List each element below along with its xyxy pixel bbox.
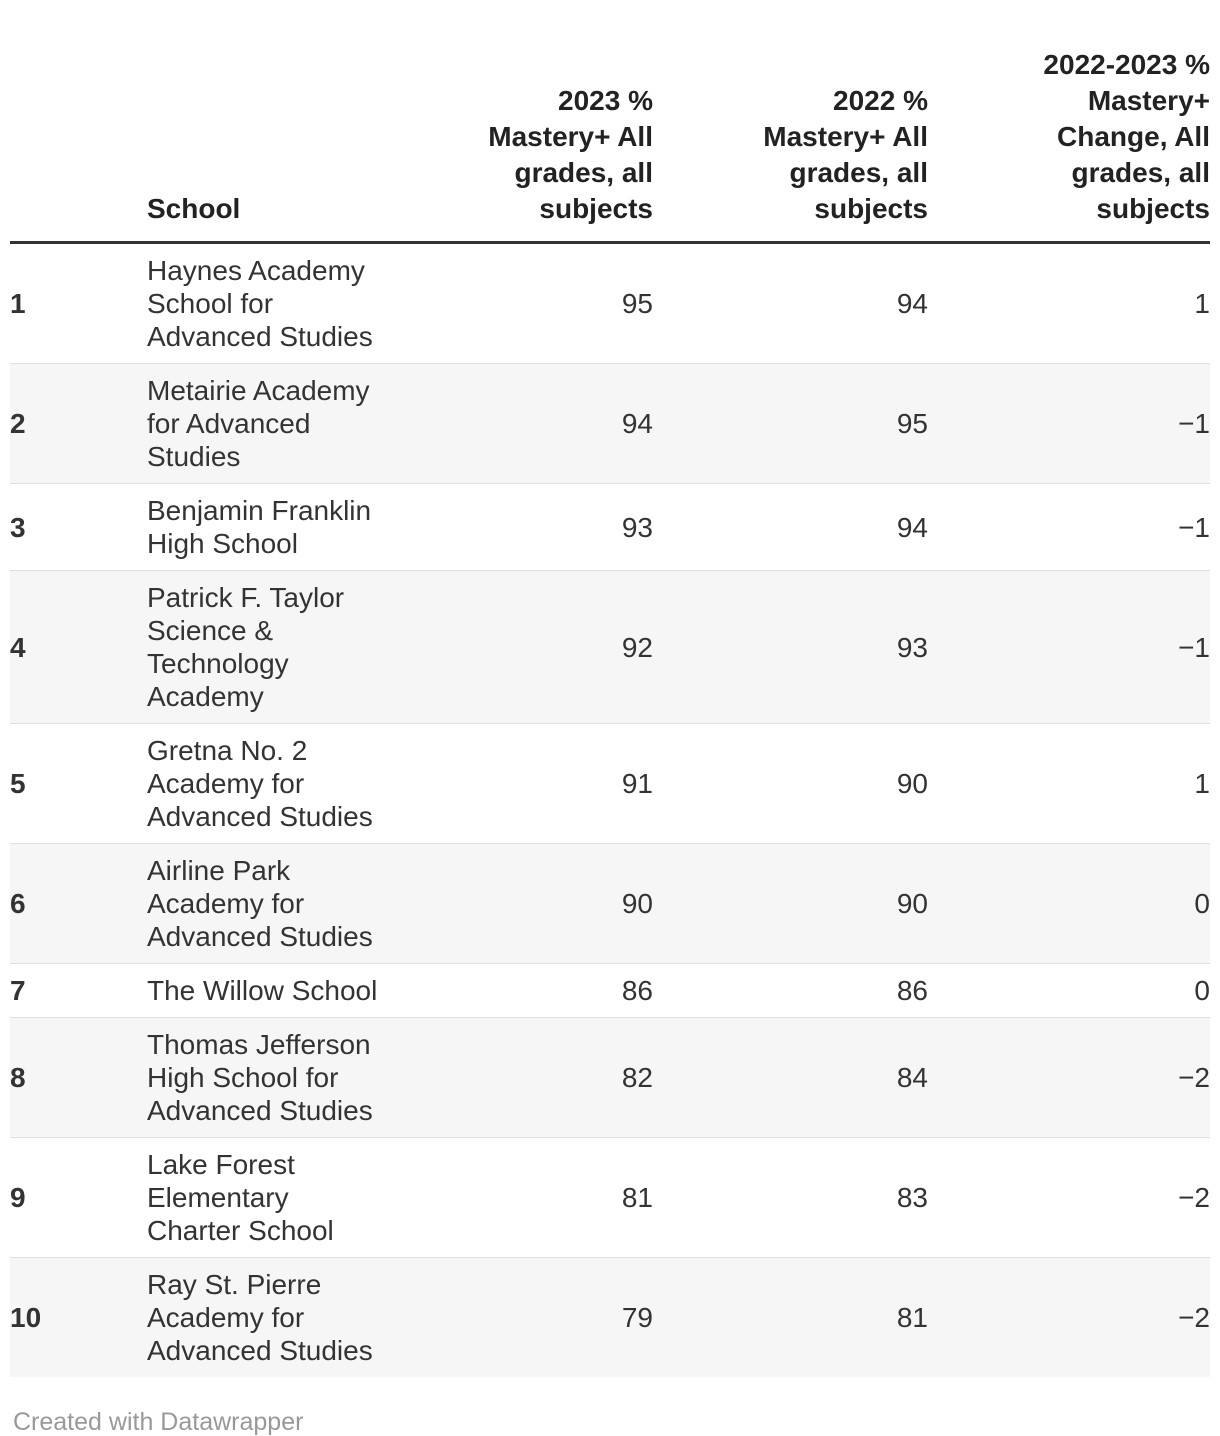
- table-row: 2 Metairie Academy for Advanced Studies …: [10, 363, 1210, 484]
- school-cell: Haynes Academy School for Advanced Studi…: [147, 255, 373, 352]
- change-cell: −1: [928, 570, 1210, 724]
- school-cell: Gretna No. 2 Academy for Advanced Studie…: [147, 723, 390, 844]
- table-row: 5 Gretna No. 2 Academy for Advanced Stud…: [10, 723, 1210, 844]
- school-cell: Lake Forest Elementary Charter School: [147, 1137, 390, 1258]
- change-cell: 0: [928, 843, 1210, 964]
- change-cell: −1: [928, 363, 1210, 484]
- column-header-2023-mastery: 2023 % Mastery+ All grades, all subjects: [390, 47, 653, 244]
- school-cell: Ray St. Pierre Academy for Advanced Stud…: [147, 1257, 390, 1377]
- value-2023-cell: 94: [390, 363, 653, 484]
- value-2022-cell: 84: [653, 1017, 928, 1138]
- value-2022-cell: 86: [653, 963, 928, 1018]
- change-cell: −2: [928, 1137, 1210, 1258]
- column-header-2022-mastery: 2022 % Mastery+ All grades, all subjects: [653, 47, 928, 244]
- value-2023-cell: 86: [390, 963, 653, 1018]
- table-body: 1 Haynes Academy School for Advanced Stu…: [10, 242, 1210, 1377]
- table-row: 4 Patrick F. Taylor Science & Technology…: [10, 570, 1210, 724]
- column-header-rank: [10, 47, 147, 244]
- value-2022-cell: 81: [653, 1257, 928, 1377]
- rank-cell: 10: [10, 1257, 147, 1377]
- change-cell: −1: [928, 483, 1210, 571]
- header-row: School 2023 % Mastery+ All grades, all s…: [10, 47, 1210, 244]
- value-2023-cell: 93: [390, 483, 653, 571]
- rank-cell: 4: [10, 570, 147, 724]
- rank-cell: 5: [10, 723, 147, 844]
- value-2022-cell: 90: [653, 843, 928, 964]
- value-2023-cell: 95: [621, 288, 653, 319]
- rank-cell: 3: [10, 483, 147, 571]
- table-row: 3 Benjamin Franklin High School 93 94 −1: [10, 483, 1210, 571]
- value-2022-cell: 94: [896, 288, 928, 319]
- value-2022-cell: 94: [653, 483, 928, 571]
- value-2023-cell: 90: [390, 843, 653, 964]
- value-2022-cell: 90: [653, 723, 928, 844]
- change-cell: 1: [1194, 288, 1210, 319]
- table-header: School 2023 % Mastery+ All grades, all s…: [10, 47, 1210, 244]
- table-row: 6 Airline Park Academy for Advanced Stud…: [10, 843, 1210, 964]
- change-cell: −2: [928, 1017, 1210, 1138]
- table-row: 7 The Willow School 86 86 0: [10, 963, 1210, 1018]
- value-2023-cell: 81: [390, 1137, 653, 1258]
- rank-cell: 7: [10, 963, 147, 1018]
- rank-cell: 2: [10, 363, 147, 484]
- change-cell: 0: [928, 963, 1210, 1018]
- table-row: 9 Lake Forest Elementary Charter School …: [10, 1137, 1210, 1258]
- rank-cell: 1: [10, 288, 26, 319]
- change-cell: −2: [928, 1257, 1210, 1377]
- school-cell: Thomas Jefferson High School for Advance…: [147, 1017, 390, 1138]
- school-rankings-table: School 2023 % Mastery+ All grades, all s…: [10, 47, 1210, 1377]
- school-cell: Benjamin Franklin High School: [147, 483, 390, 571]
- value-2023-cell: 91: [390, 723, 653, 844]
- value-2022-cell: 93: [653, 570, 928, 724]
- school-cell: Patrick F. Taylor Science & Technology A…: [147, 570, 390, 724]
- rank-cell: 9: [10, 1137, 147, 1258]
- table-row: 8 Thomas Jefferson High School for Advan…: [10, 1017, 1210, 1138]
- value-2023-cell: 79: [390, 1257, 653, 1377]
- school-cell: Metairie Academy for Advanced Studies: [147, 363, 390, 484]
- value-2023-cell: 92: [390, 570, 653, 724]
- rank-cell: 6: [10, 843, 147, 964]
- datawrapper-credit-link[interactable]: Created with Datawrapper: [13, 1408, 304, 1436]
- value-2023-cell: 82: [390, 1017, 653, 1138]
- school-cell: The Willow School: [147, 963, 390, 1018]
- school-cell: Airline Park Academy for Advanced Studie…: [147, 843, 390, 964]
- column-header-change: 2022-2023 % Mastery+ Change, All grades,…: [928, 47, 1210, 244]
- value-2022-cell: 95: [653, 363, 928, 484]
- value-2022-cell: 83: [653, 1137, 928, 1258]
- rank-cell: 8: [10, 1017, 147, 1138]
- table-row: 10 Ray St. Pierre Academy for Advanced S…: [10, 1257, 1210, 1377]
- column-header-school: School: [147, 47, 390, 244]
- change-cell: 1: [928, 723, 1210, 844]
- table-row: 1 Haynes Academy School for Advanced Stu…: [10, 242, 1210, 364]
